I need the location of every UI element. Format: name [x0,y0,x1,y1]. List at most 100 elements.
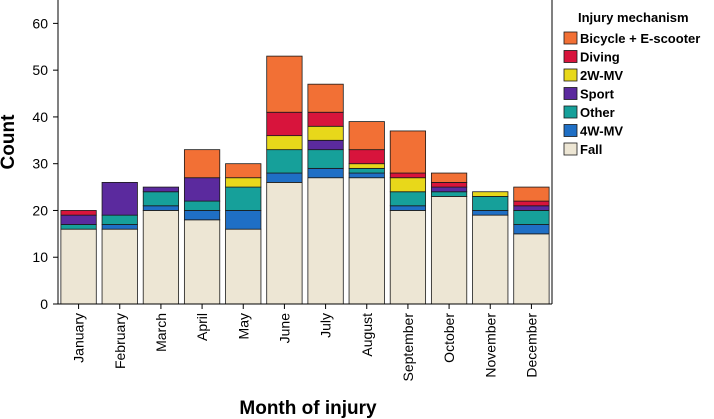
legend-swatch-bicycle-e-scooter [563,31,578,45]
bar-segment-january-sport [60,214,97,225]
bar-segment-may-bicycle-e-scooter [225,163,262,179]
bar-segment-april-other [183,200,221,211]
bar-segment-december-bicycle-e-scooter [513,186,550,202]
bar-segment-june-bicycle-e-scooter [266,55,303,113]
bar-segment-november-fall [472,214,509,305]
bar-segment-august-4w-mv [348,172,385,179]
bar-segment-march-sport [142,186,180,193]
bar-segment-august-fall [348,177,385,305]
legend-swatch-2w-mv [563,68,578,82]
y-tick-label-0: 0 [40,296,48,312]
x-axis-title: Month of injury [239,398,377,419]
bar-segment-june-diving [266,111,303,137]
bar-segment-may-4w-mv [225,210,262,230]
bar-segment-december-sport [513,205,550,211]
bar-segment-november-2w-mv [472,191,509,197]
x-tick-label-april: April [194,313,210,341]
legend-label-fall: Fall [580,142,602,157]
bar-segment-february-fall [101,228,138,305]
legend-items: Bicycle + E-scooter Diving 2W-MV Sport Other… [563,31,700,157]
bar-segment-july-other [307,149,344,169]
legend-swatch-other [563,105,578,119]
legend-label-sport: Sport [580,87,615,102]
x-tick-label-october: October [441,313,457,363]
bar-segment-february-sport [101,181,138,216]
bar-segment-october-fall [430,196,468,305]
bar-segment-may-2w-mv [225,177,262,188]
x-tick-label-january: January [71,313,87,363]
bar-segment-january-fall [60,228,97,305]
bar-segment-july-fall [307,177,344,305]
bar-segment-march-fall [142,210,180,305]
bar-segment-april-fall [183,219,221,305]
y-tick-label-60: 60 [32,15,48,31]
bar-segment-october-bicycle-e-scooter [430,172,468,183]
bar-segment-august-other [348,167,385,174]
bar-segment-june-4w-mv [266,172,303,183]
x-tick-label-march: March [153,313,169,352]
bars-layer [60,55,550,305]
x-tick-label-september: September [400,313,416,382]
bar-segment-july-sport [307,139,344,151]
bar-segment-september-fall [389,210,427,305]
bar-segment-december-other [513,210,550,225]
bar-segment-april-sport [183,177,221,202]
y-tick-label-20: 20 [32,202,48,218]
bar-segment-september-diving [389,172,427,179]
x-tick-label-december: December [523,313,539,378]
axes-layer [57,0,553,305]
bar-segment-may-other [225,186,262,211]
bar-segment-august-diving [348,149,385,165]
legend-label-2w-mv: 2W-MV [580,68,623,83]
bar-segment-october-diving [430,181,468,188]
bar-segment-april-4w-mv [183,210,221,221]
bar-segment-september-2w-mv [389,177,427,193]
bar-segment-july-diving [307,111,344,127]
bar-segment-november-4w-mv [472,210,509,216]
bar-segment-january-diving [60,210,97,216]
bar-segment-may-fall [225,228,262,305]
bar-segment-march-other [142,191,180,207]
bar-segment-october-sport [430,186,468,193]
bar-segment-april-bicycle-e-scooter [183,149,221,179]
bar-segment-july-bicycle-e-scooter [307,83,344,113]
x-tick-label-july: July [318,313,334,338]
legend: Injury mechanism Bicycle + E-scooter Divi… [563,10,700,157]
x-tick-label-august: August [359,313,375,357]
x-tick-label-november: November [482,313,498,378]
legend-swatch-4w-mv [563,124,578,137]
bar-segment-august-2w-mv [348,163,385,169]
bar-segment-february-4w-mv [101,224,138,230]
bar-segment-september-bicycle-e-scooter [389,130,427,174]
y-tick-label-30: 30 [32,156,48,172]
bar-segment-september-other [389,191,427,207]
legend-label-other: Other [580,105,615,120]
bar-segment-august-bicycle-e-scooter [348,121,385,151]
y-tick-label-40: 40 [32,109,48,125]
bar-segment-june-fall [266,181,303,305]
bar-segment-december-4w-mv [513,224,550,235]
bar-segment-july-4w-mv [307,167,344,179]
legend-swatch-diving [563,50,578,63]
x-tick-label-june: June [276,313,292,344]
legend-swatch-fall [563,142,578,156]
legend-title: Injury mechanism [578,10,689,25]
bar-segment-february-other [101,214,138,225]
y-tick-label-10: 10 [32,249,48,265]
legend-swatch-sport [563,87,578,100]
bar-segment-october-other [430,191,468,197]
legend-label-bicycle-e-scooter: Bicycle + E-scooter [580,31,700,46]
bar-segment-september-4w-mv [389,205,427,211]
bar-segment-november-other [472,196,509,211]
bar-segment-june-other [266,149,303,174]
x-tick-label-february: February [112,313,128,369]
legend-label-4w-mv: 4W-MV [580,124,623,139]
bar-segment-march-4w-mv [142,205,180,211]
x-categories-layer: January February March April May June July Augu… [71,304,539,382]
bar-segment-december-diving [513,200,550,207]
y-axis-title: Count [0,114,19,170]
bar-segment-june-2w-mv [266,135,303,151]
legend-label-diving: Diving [580,50,620,65]
bar-segment-december-fall [513,233,550,305]
